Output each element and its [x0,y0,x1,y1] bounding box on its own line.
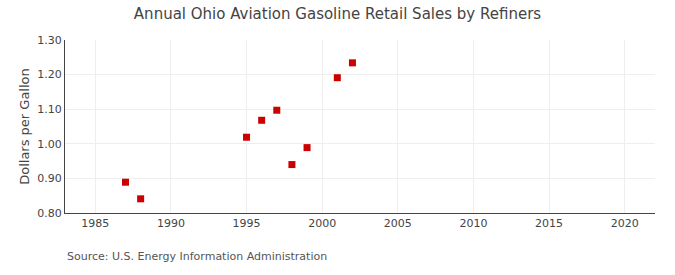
svg-text:2020: 2020 [611,217,639,230]
svg-text:Source: U.S. Energy Informatio: Source: U.S. Energy Information Administ… [67,250,327,263]
svg-text:2000: 2000 [308,217,336,230]
svg-text:Dollars per Gallon: Dollars per Gallon [17,68,32,185]
svg-text:1.00: 1.00 [37,138,62,151]
svg-text:Annual Ohio Aviation Gasoline: Annual Ohio Aviation Gasoline Retail Sal… [134,5,541,23]
svg-text:1990: 1990 [157,217,185,230]
svg-text:1995: 1995 [233,217,261,230]
svg-text:0.80: 0.80 [37,207,62,220]
svg-text:1.10: 1.10 [37,103,62,116]
svg-text:0.90: 0.90 [37,172,62,185]
svg-text:2005: 2005 [384,217,412,230]
svg-text:1.30: 1.30 [37,34,62,47]
svg-text:2015: 2015 [535,217,563,230]
svg-text:1.20: 1.20 [37,68,62,81]
svg-text:1985: 1985 [81,217,109,230]
svg-text:2010: 2010 [459,217,487,230]
